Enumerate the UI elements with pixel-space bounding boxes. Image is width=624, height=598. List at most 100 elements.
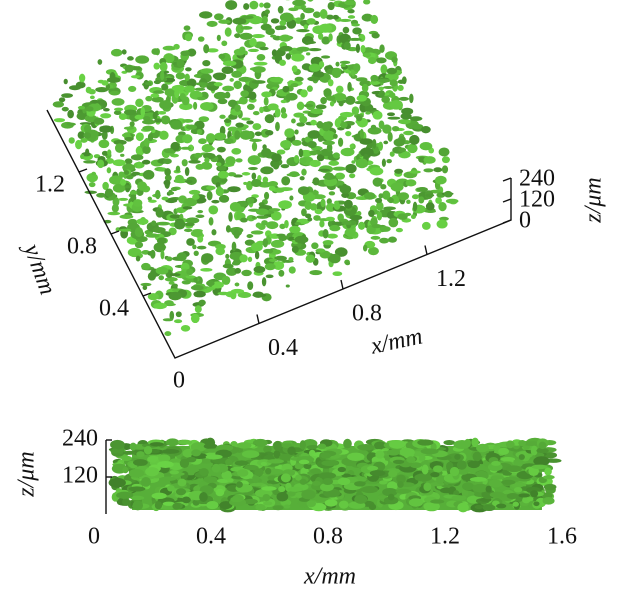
particle (219, 501, 233, 510)
particle (116, 498, 125, 506)
particle (234, 104, 241, 112)
particle (277, 5, 284, 14)
particle (217, 165, 227, 171)
particle (262, 238, 269, 248)
particle (246, 234, 253, 239)
particle (289, 195, 294, 201)
particle (273, 440, 282, 451)
particle (130, 495, 145, 501)
x-axis-label: x/mm (368, 323, 425, 359)
particle (421, 221, 431, 230)
particle (349, 173, 356, 179)
particle (410, 214, 416, 220)
particle (250, 230, 264, 235)
particle (441, 156, 450, 164)
particle (345, 130, 352, 137)
particle (194, 87, 206, 91)
particle (337, 477, 351, 486)
particle (162, 45, 176, 51)
particle (218, 19, 231, 24)
particle (185, 217, 200, 224)
particle (205, 454, 223, 460)
particle (145, 95, 153, 102)
particle (361, 13, 374, 22)
x-tick-label: 0.8 (352, 301, 382, 327)
particle (344, 199, 353, 209)
particle (251, 141, 258, 152)
particle (274, 255, 287, 261)
particle (278, 486, 286, 493)
particle (261, 220, 268, 226)
particle (135, 255, 141, 262)
particle (369, 167, 384, 176)
particle (153, 302, 167, 310)
particle (120, 153, 125, 157)
particle (261, 91, 272, 98)
particle (222, 263, 234, 269)
particle (152, 111, 158, 120)
particle (182, 119, 194, 123)
particle (279, 223, 286, 230)
particle (335, 85, 344, 94)
particle (269, 77, 284, 83)
particle (196, 129, 203, 135)
particle (153, 62, 161, 70)
particle (206, 185, 216, 190)
particle (83, 160, 96, 164)
particle (256, 54, 266, 61)
particle (382, 190, 391, 200)
particle (247, 281, 254, 291)
particle (203, 476, 218, 484)
particle (339, 184, 352, 194)
particle (226, 267, 238, 276)
particle (360, 44, 366, 53)
particle (322, 478, 334, 486)
particle (215, 162, 222, 167)
particle (208, 205, 219, 215)
x-tick-label: 0.8 (313, 524, 343, 550)
particle (151, 96, 164, 103)
particle (491, 460, 501, 466)
particle (533, 501, 540, 507)
particle (275, 121, 280, 132)
particle (543, 475, 555, 480)
particle (261, 486, 277, 491)
particle (164, 331, 172, 337)
particle (164, 277, 178, 282)
particle (420, 448, 439, 455)
particle (223, 118, 232, 124)
particle (291, 245, 299, 254)
particle (66, 122, 76, 126)
particle (268, 186, 276, 191)
particle (252, 473, 260, 484)
particle (381, 158, 386, 168)
particle (286, 173, 301, 177)
particle (227, 126, 239, 132)
particle (305, 52, 311, 56)
particle (251, 172, 257, 180)
particle (206, 280, 215, 287)
particle (326, 233, 338, 239)
particle (351, 106, 360, 116)
particle (285, 53, 292, 60)
particle (397, 192, 410, 201)
particle (251, 215, 256, 220)
particle (183, 25, 191, 31)
particle (168, 281, 175, 285)
particle (188, 189, 201, 195)
particle (221, 66, 234, 75)
particle (398, 118, 411, 125)
particle (387, 493, 395, 501)
particle (151, 220, 157, 226)
particle (262, 493, 271, 502)
particle (164, 168, 171, 176)
particle (219, 177, 228, 183)
particle (361, 83, 369, 93)
particle (247, 103, 255, 111)
particle (199, 11, 213, 19)
particle (378, 141, 384, 151)
particle (270, 34, 277, 38)
particle (387, 197, 394, 204)
particle (155, 208, 164, 218)
particle (137, 181, 148, 191)
